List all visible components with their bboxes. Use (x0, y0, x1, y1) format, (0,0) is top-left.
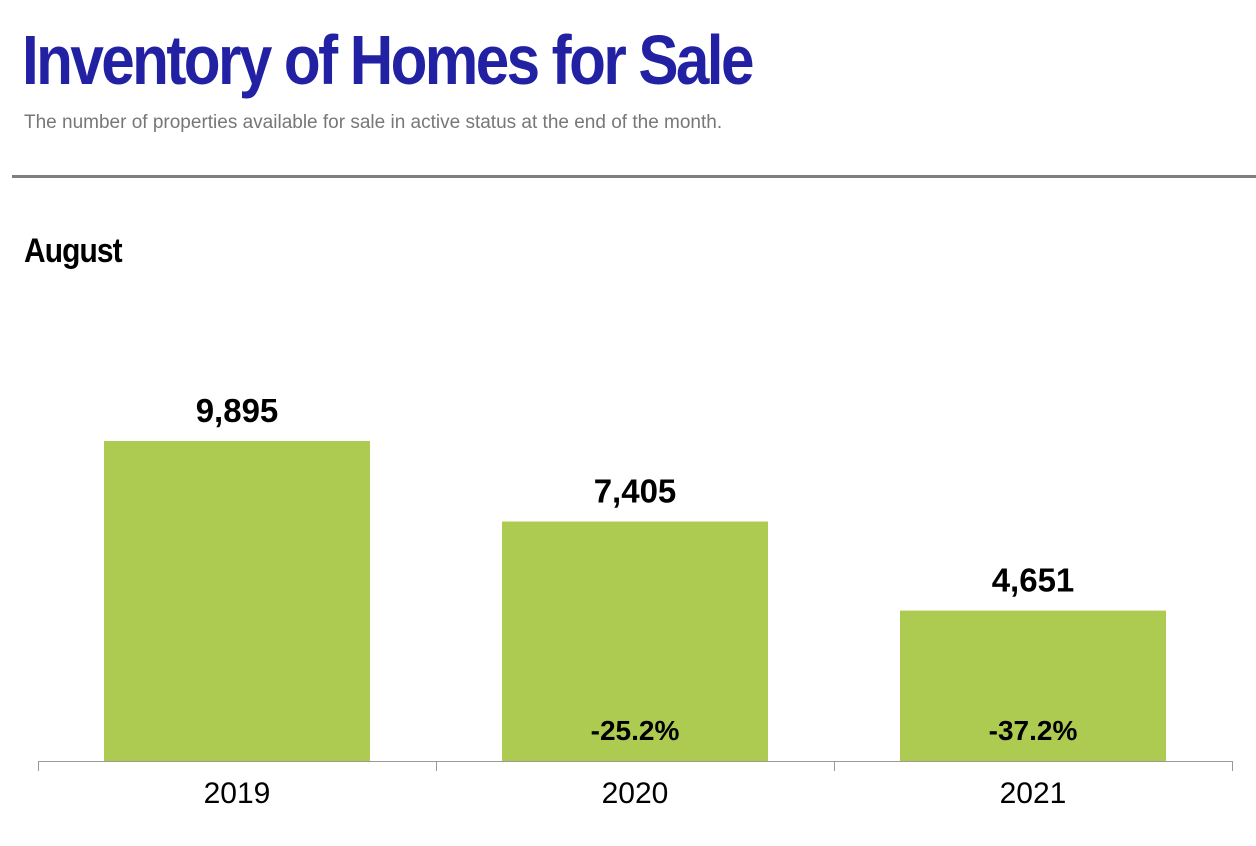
bar-2020 (502, 521, 768, 761)
x-axis (38, 761, 1233, 771)
value-label-2019: 9,895 (196, 392, 279, 429)
change-label-2021: -37.2% (989, 715, 1078, 746)
tick-label-2020: 2020 (602, 777, 669, 810)
labels-layer: 9,895 2019 7,405 -25.2% 2020 4,651 -37.2% 2021 (196, 392, 1078, 810)
header-divider (12, 175, 1256, 178)
bar-2019 (104, 441, 370, 761)
bars-layer (104, 441, 1166, 761)
bar-2021 (900, 610, 1166, 761)
tick-label-2021: 2021 (1000, 777, 1067, 810)
change-label-2020: -25.2% (591, 715, 680, 746)
page-title: Inventory of Homes for Sale (22, 21, 754, 99)
value-label-2021: 4,651 (992, 562, 1075, 599)
period-label: August (24, 232, 123, 270)
tick-label-2019: 2019 (204, 777, 271, 810)
page-subtitle: The number of properties available for s… (24, 112, 723, 133)
value-label-2020: 7,405 (594, 473, 677, 510)
